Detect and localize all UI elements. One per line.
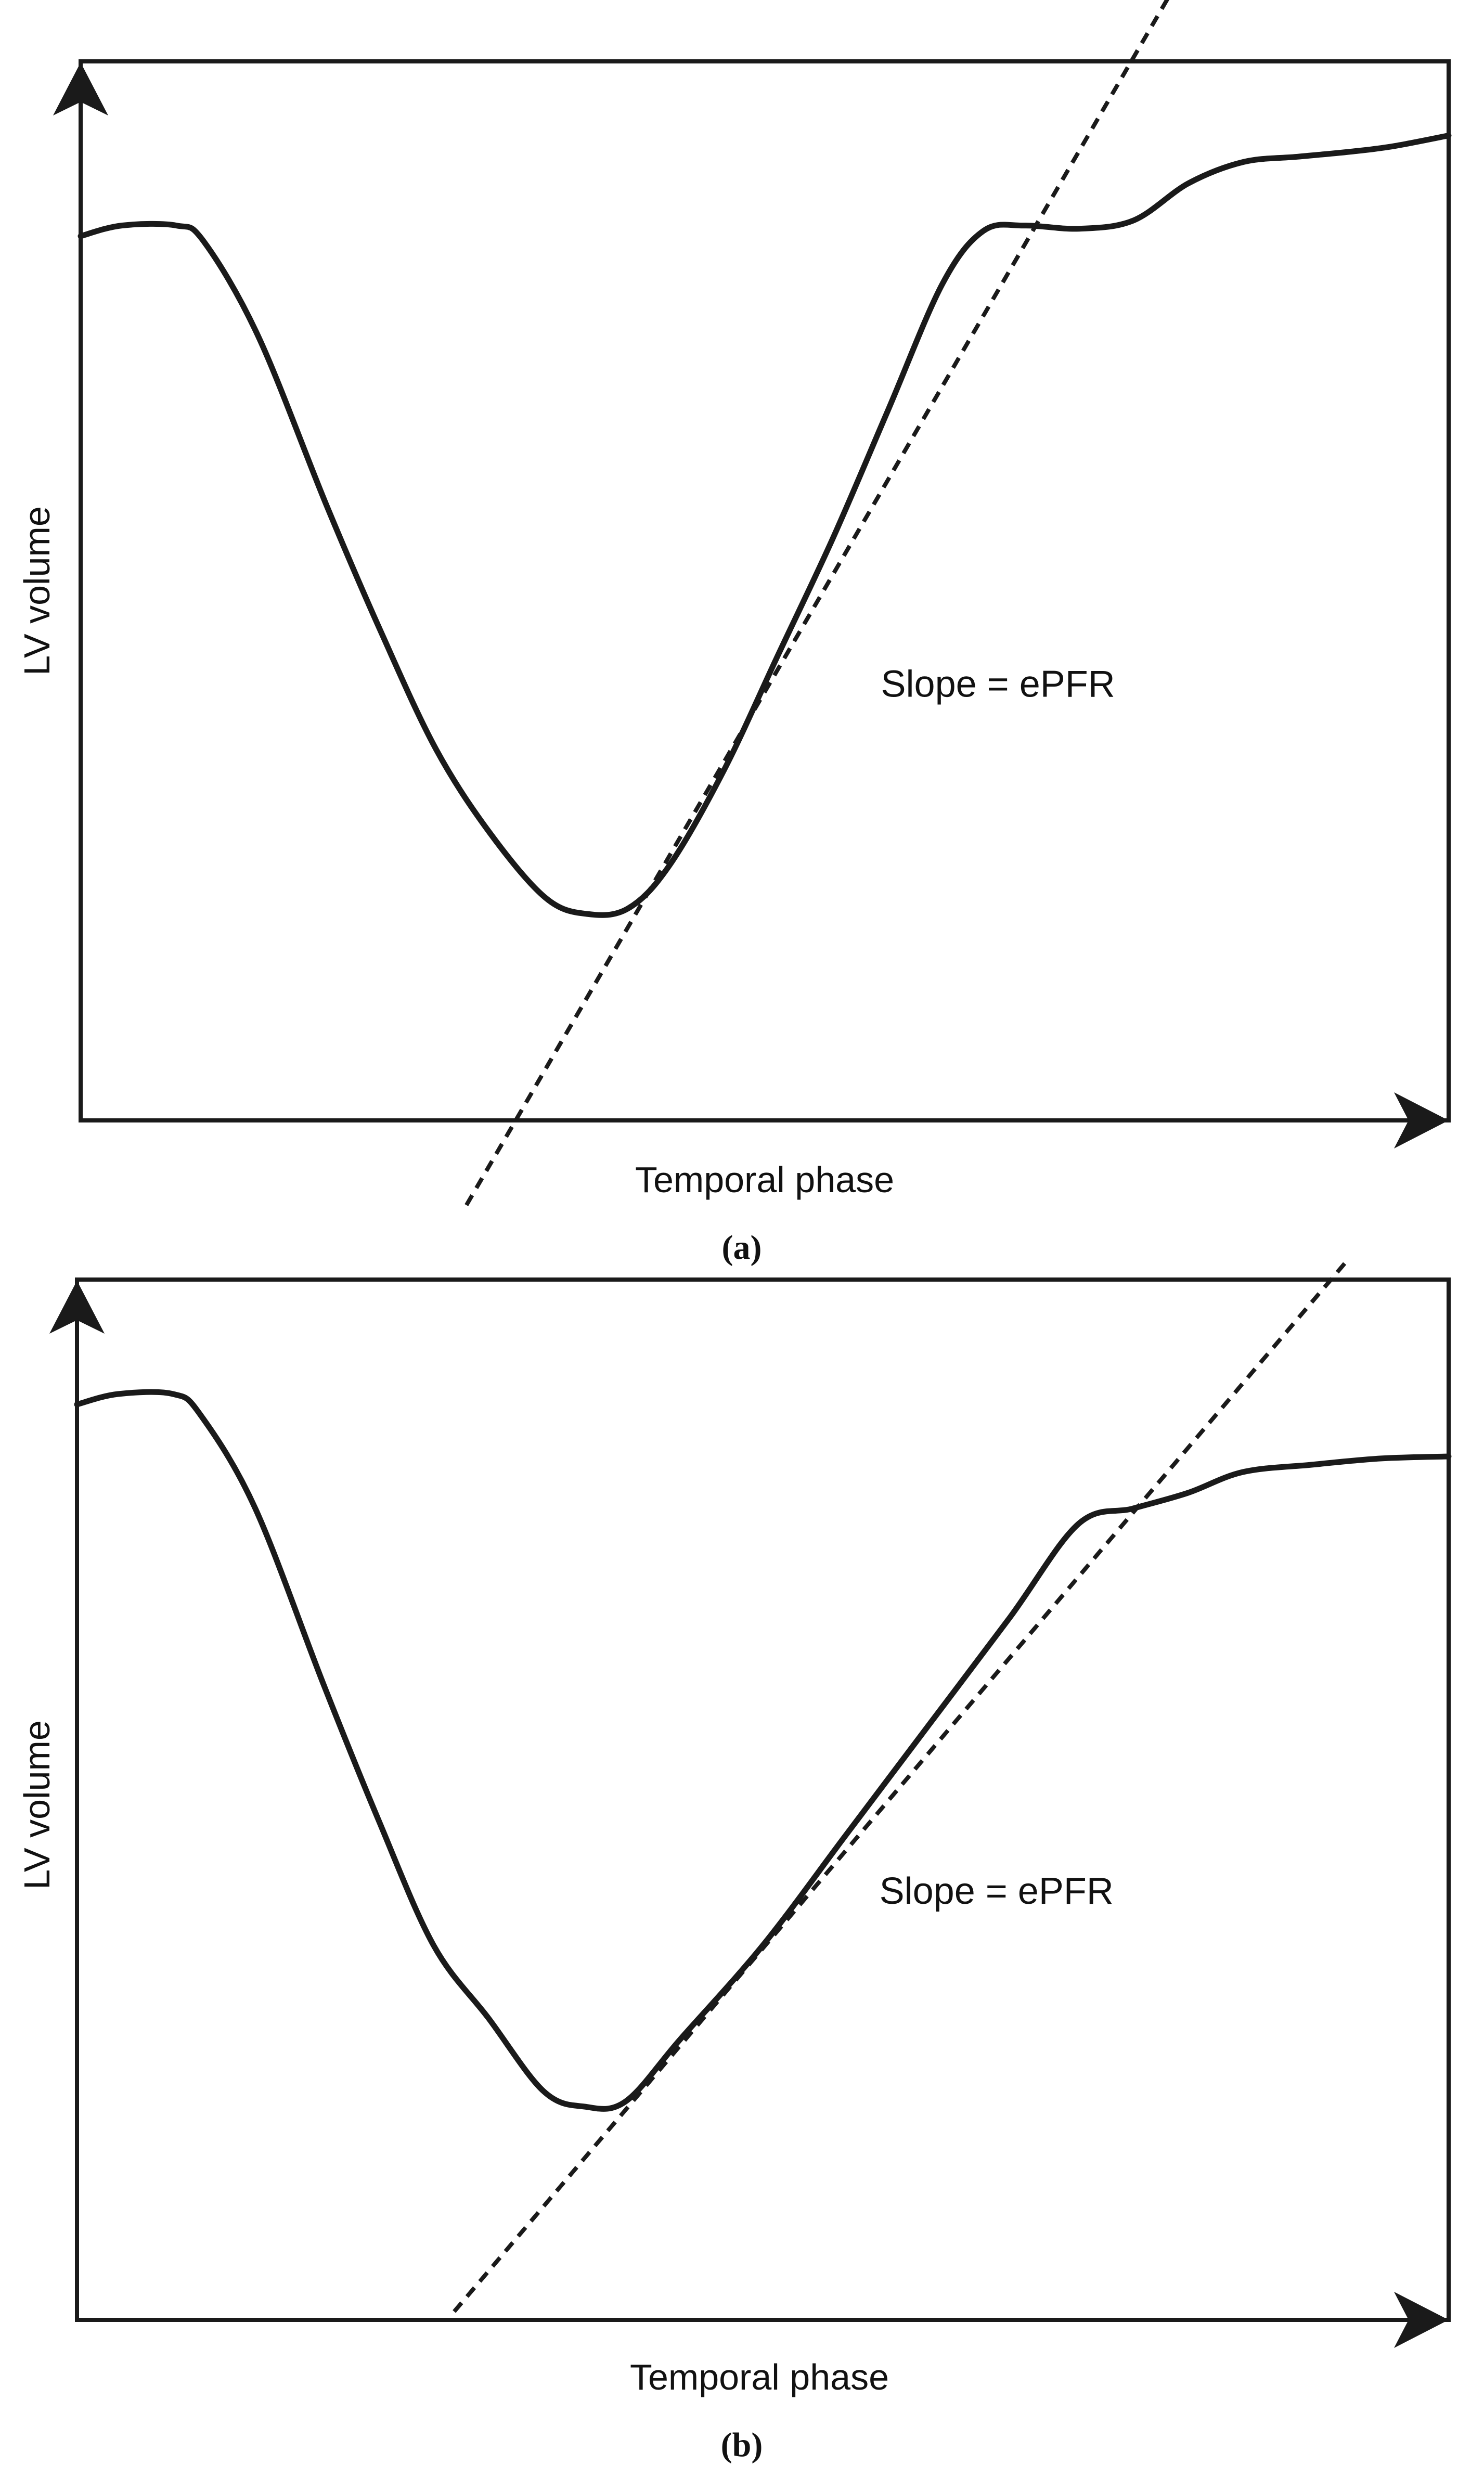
plot-frame [79, 59, 1451, 1122]
x-axis-arrowhead [1394, 1092, 1449, 1148]
panel-label: (b) [721, 2426, 763, 2464]
y-axis-label: LV volume [17, 506, 57, 676]
lv-volume-curve [74, 1389, 1452, 2112]
x-axis-label: Temporal phase [630, 2357, 889, 2397]
y-axis-label: LV volume [17, 1720, 57, 1890]
x-axis-arrowhead [1394, 2292, 1449, 2348]
chart-panel-b: LV volume Temporal phase Slope = ePFR (b… [17, 1259, 1452, 2464]
slope-annotation: Slope = ePFR [880, 1870, 1114, 1912]
panel-label: (a) [722, 1229, 762, 1267]
chart-panel-a: LV volume Temporal phase Slope = ePFR (a… [17, 0, 1452, 1267]
tangent-line [453, 1259, 1352, 2313]
x-axis-label: Temporal phase [635, 1159, 894, 1200]
slope-annotation: Slope = ePFR [881, 664, 1115, 705]
data-marks [74, 1259, 1452, 2313]
lv-volume-curve [78, 133, 1452, 918]
data-marks [78, 0, 1452, 1206]
tangent-line [464, 0, 1169, 1206]
y-axis-arrowhead [53, 62, 108, 115]
plot-frame [75, 1277, 1451, 2322]
y-axis-arrowhead [49, 1281, 105, 1334]
